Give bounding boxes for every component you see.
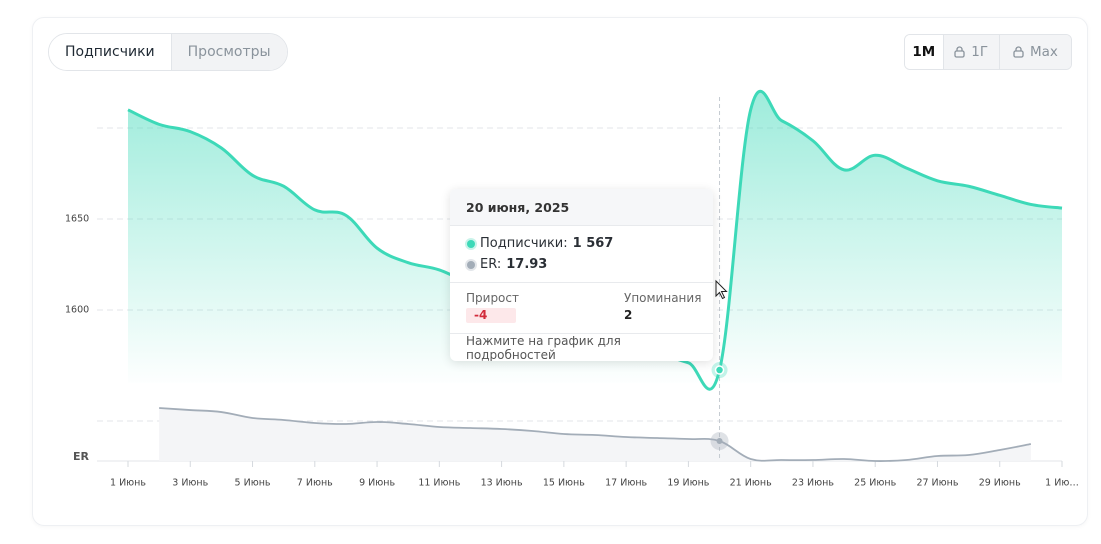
line (159, 407, 1032, 462)
period-button[interactable]: 1Г (942, 35, 999, 69)
period-switch: 1M 1Г Max (904, 34, 1072, 70)
label: 1Г (971, 44, 989, 60)
x-tick-label: 1 Июнь (110, 478, 146, 489)
lock-icon (954, 46, 965, 58)
value: 17.93 (506, 257, 548, 272)
label: ER: (480, 257, 502, 272)
x-tick-label: 3 Июнь (172, 478, 208, 489)
tooltip-date: 20 июня, 2025 (450, 189, 713, 226)
tooltip-row: Подписчики: 1 567 (450, 233, 713, 254)
y-tick-label: 1600 (65, 305, 89, 316)
growth-value: -4 (466, 308, 516, 323)
tab[interactable]: Просмотры (170, 34, 287, 70)
x-tick-label: 9 Июнь (359, 478, 395, 489)
x-tick-label: 21 Июнь (730, 478, 772, 489)
card (32, 17, 1088, 526)
tab[interactable]: Подписчики (49, 34, 171, 70)
x-tick-label: 5 Июнь (235, 478, 271, 489)
tabs: Подписчики Просмотры (48, 33, 288, 71)
x-tick-label: 11 Июнь (418, 478, 460, 489)
label: 1M (912, 44, 936, 60)
x-tick-label: 19 Июнь (667, 478, 709, 489)
x-tick-label: 7 Июнь (297, 478, 333, 489)
x-tick-label: 25 Июнь (854, 478, 896, 489)
x-tick-label: 1 Ию… (1045, 478, 1079, 489)
tooltip-hint: Нажмите на график для подробностей (450, 333, 713, 361)
tooltip: 20 июня, 2025 Подписчики: 1 567 ER: 17.93 … (450, 189, 713, 361)
label: Упоминания (624, 291, 702, 305)
y-tick-label: 1650 (65, 214, 89, 225)
label: Подписчики: (480, 236, 568, 251)
cursor (715, 279, 728, 300)
x-tick-label: 27 Июнь (916, 478, 958, 489)
x-tick-label: 17 Июнь (605, 478, 647, 489)
x-tick-label: 15 Июнь (543, 478, 585, 489)
er-label: ER (73, 450, 90, 463)
tooltip-row: ER: 17.93 (450, 254, 713, 275)
x-tick-label: 29 Июнь (979, 478, 1021, 489)
period-button[interactable]: Max (998, 35, 1071, 69)
highlight-dot (714, 365, 725, 375)
label: Max (1029, 44, 1058, 60)
area (159, 408, 1031, 462)
x-tick-label: 23 Июнь (792, 478, 834, 489)
area (128, 91, 1062, 390)
x-tick-label: 13 Июнь (481, 478, 523, 489)
label: Прирост (466, 291, 519, 305)
highlight-dot (716, 438, 723, 445)
tooltip-stats: Прирост -4 Упоминания 2 (450, 282, 713, 333)
lock-icon (1013, 46, 1024, 58)
period-button[interactable]: 1M (905, 35, 943, 69)
mentions-value: 2 (624, 308, 633, 322)
value: 1 567 (572, 236, 614, 251)
